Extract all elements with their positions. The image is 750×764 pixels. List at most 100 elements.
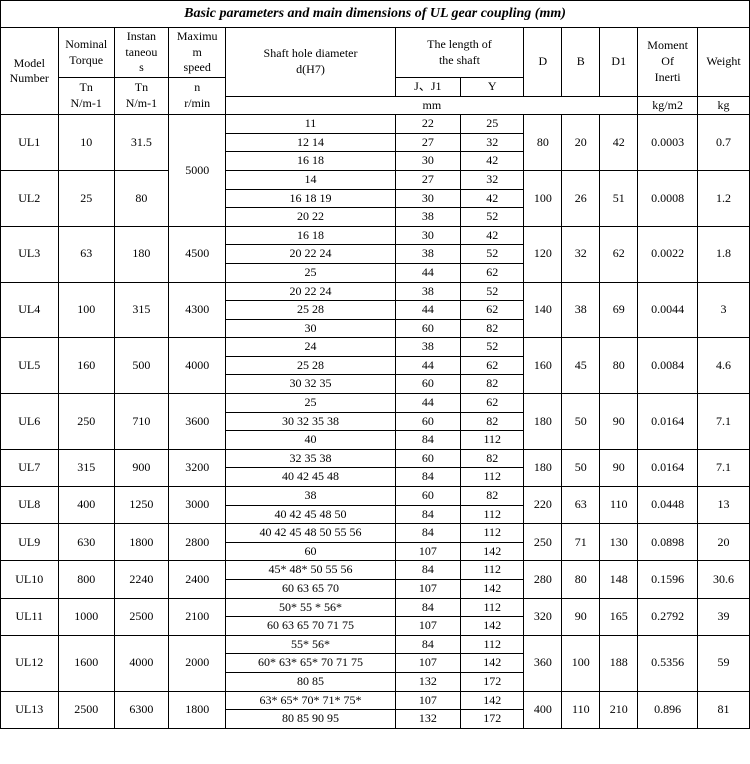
cell-wt: 7.1 bbox=[698, 449, 750, 486]
cell-speed: 3200 bbox=[168, 449, 226, 486]
cell-jj1: 84 bbox=[395, 635, 461, 654]
cell-jj1: 132 bbox=[395, 672, 461, 691]
cell-jj1: 30 bbox=[395, 152, 461, 171]
cell-shaft: 20 22 bbox=[226, 208, 395, 227]
cell-shaft: 50* 55 * 56* bbox=[226, 598, 395, 617]
cell-tn: 250 bbox=[58, 394, 114, 450]
cell-shaft: 38 bbox=[226, 487, 395, 506]
cell-tn: 63 bbox=[58, 226, 114, 282]
cell-speed: 2000 bbox=[168, 635, 226, 691]
cell-wt: 1.2 bbox=[698, 170, 750, 226]
cell-tn: 315 bbox=[58, 449, 114, 486]
cell-y: 112 bbox=[461, 561, 524, 580]
cell-inst: 710 bbox=[114, 394, 168, 450]
cell-jj1: 27 bbox=[395, 170, 461, 189]
cell-shaft: 20 22 24 bbox=[226, 245, 395, 264]
cell-shaft: 63* 65* 70* 71* 75* bbox=[226, 691, 395, 710]
cell-tn: 630 bbox=[58, 524, 114, 561]
cell-speed: 3000 bbox=[168, 487, 226, 524]
cell-inst: 1800 bbox=[114, 524, 168, 561]
cell-d: 140 bbox=[524, 282, 562, 338]
cell-shaft: 40 42 45 48 50 bbox=[226, 505, 395, 524]
cell-shaft: 80 85 bbox=[226, 672, 395, 691]
cell-wt: 39 bbox=[698, 598, 750, 635]
cell-d1: 90 bbox=[600, 449, 638, 486]
hdr-b: B bbox=[562, 28, 600, 96]
cell-b: 80 bbox=[562, 561, 600, 598]
cell-shaft: 25 bbox=[226, 263, 395, 282]
cell-shaft: 24 bbox=[226, 338, 395, 357]
cell-d: 220 bbox=[524, 487, 562, 524]
cell-y: 112 bbox=[461, 524, 524, 543]
cell-y: 52 bbox=[461, 245, 524, 264]
hdr-kgm2: kg/m2 bbox=[638, 96, 698, 115]
cell-moi: 0.1596 bbox=[638, 561, 698, 598]
cell-y: 42 bbox=[461, 226, 524, 245]
cell-shaft: 16 18 bbox=[226, 152, 395, 171]
cell-d: 280 bbox=[524, 561, 562, 598]
cell-model: UL3 bbox=[1, 226, 59, 282]
cell-d1: 148 bbox=[600, 561, 638, 598]
cell-shaft: 40 42 45 48 50 55 56 bbox=[226, 524, 395, 543]
cell-b: 50 bbox=[562, 449, 600, 486]
cell-jj1: 84 bbox=[395, 561, 461, 580]
cell-y: 82 bbox=[461, 412, 524, 431]
cell-shaft: 30 32 35 38 bbox=[226, 412, 395, 431]
cell-b: 20 bbox=[562, 115, 600, 171]
cell-d: 360 bbox=[524, 635, 562, 691]
cell-moi: 0.0003 bbox=[638, 115, 698, 171]
cell-jj1: 44 bbox=[395, 263, 461, 282]
cell-speed: 2800 bbox=[168, 524, 226, 561]
hdr-moi: MomentOfInerti bbox=[638, 28, 698, 96]
cell-shaft: 25 bbox=[226, 394, 395, 413]
cell-b: 90 bbox=[562, 598, 600, 635]
cell-jj1: 60 bbox=[395, 319, 461, 338]
cell-d1: 130 bbox=[600, 524, 638, 561]
hdr-jj1: J、J1 bbox=[395, 77, 461, 96]
cell-y: 25 bbox=[461, 115, 524, 134]
cell-shaft: 45* 48* 50 55 56 bbox=[226, 561, 395, 580]
cell-d1: 51 bbox=[600, 170, 638, 226]
cell-moi: 0.0008 bbox=[638, 170, 698, 226]
cell-shaft: 11 bbox=[226, 115, 395, 134]
cell-wt: 20 bbox=[698, 524, 750, 561]
cell-model: UL5 bbox=[1, 338, 59, 394]
cell-y: 62 bbox=[461, 394, 524, 413]
cell-jj1: 30 bbox=[395, 189, 461, 208]
hdr-instant: Instantaneous bbox=[114, 28, 168, 78]
cell-model: UL10 bbox=[1, 561, 59, 598]
cell-model: UL11 bbox=[1, 598, 59, 635]
cell-b: 26 bbox=[562, 170, 600, 226]
cell-y: 112 bbox=[461, 598, 524, 617]
cell-jj1: 60 bbox=[395, 449, 461, 468]
cell-shaft: 40 bbox=[226, 431, 395, 450]
cell-d: 180 bbox=[524, 449, 562, 486]
cell-jj1: 60 bbox=[395, 412, 461, 431]
cell-inst: 31.5 bbox=[114, 115, 168, 171]
cell-jj1: 30 bbox=[395, 226, 461, 245]
cell-tn: 1600 bbox=[58, 635, 114, 691]
cell-y: 32 bbox=[461, 170, 524, 189]
cell-y: 52 bbox=[461, 208, 524, 227]
cell-b: 71 bbox=[562, 524, 600, 561]
cell-model: UL13 bbox=[1, 691, 59, 728]
cell-moi: 0.896 bbox=[638, 691, 698, 728]
cell-wt: 30.6 bbox=[698, 561, 750, 598]
cell-y: 112 bbox=[461, 468, 524, 487]
cell-shaft: 30 32 35 bbox=[226, 375, 395, 394]
cell-speed: 4300 bbox=[168, 282, 226, 338]
cell-y: 82 bbox=[461, 375, 524, 394]
cell-tn: 10 bbox=[58, 115, 114, 171]
cell-model: UL4 bbox=[1, 282, 59, 338]
cell-jj1: 84 bbox=[395, 598, 461, 617]
cell-b: 50 bbox=[562, 394, 600, 450]
cell-b: 38 bbox=[562, 282, 600, 338]
cell-d: 250 bbox=[524, 524, 562, 561]
cell-wt: 0.7 bbox=[698, 115, 750, 171]
cell-wt: 81 bbox=[698, 691, 750, 728]
cell-d1: 62 bbox=[600, 226, 638, 282]
cell-d1: 42 bbox=[600, 115, 638, 171]
cell-jj1: 38 bbox=[395, 338, 461, 357]
hdr-nominal: NominalTorque bbox=[58, 28, 114, 78]
hdr-y: Y bbox=[461, 77, 524, 96]
